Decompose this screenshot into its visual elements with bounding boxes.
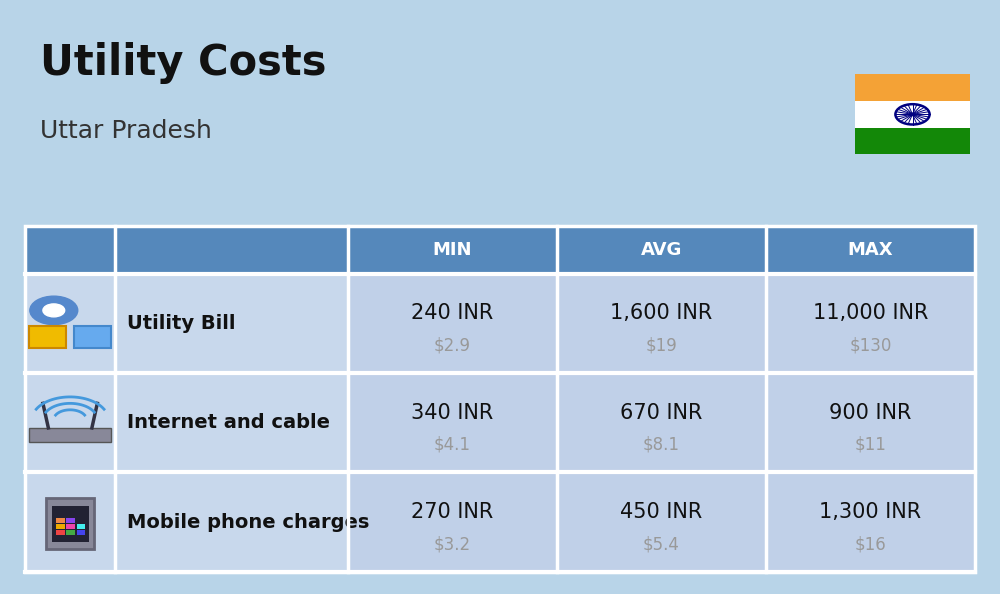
Text: $4.1: $4.1 [434,435,471,454]
Text: 240 INR: 240 INR [411,304,494,323]
Bar [25,274,348,373]
Text: 270 INR: 270 INR [411,503,494,522]
Bar [66,530,75,535]
Text: MAX: MAX [848,241,893,258]
Text: 670 INR: 670 INR [620,403,703,423]
Text: Utility Costs: Utility Costs [40,42,326,84]
Text: $19: $19 [646,336,677,354]
Text: 450 INR: 450 INR [620,503,703,522]
Text: $5.4: $5.4 [643,535,680,553]
Circle shape [910,113,915,116]
Text: Internet and cable: Internet and cable [127,413,330,432]
Bar [56,524,65,529]
Bar [348,472,975,572]
Bar [25,472,348,572]
Bar [855,74,970,101]
Text: 900 INR: 900 INR [829,403,912,423]
Text: AVG: AVG [641,241,682,258]
Text: $11: $11 [855,435,886,454]
Bar [56,530,65,535]
Text: $2.9: $2.9 [434,336,471,354]
Bar [348,373,975,472]
Circle shape [30,296,78,324]
Bar [77,524,85,529]
Bar [77,530,85,535]
Bar [56,517,65,523]
Bar [66,524,75,529]
Text: 340 INR: 340 INR [411,403,494,423]
Text: 1,300 INR: 1,300 INR [819,503,922,522]
Bar [25,226,975,274]
Text: 11,000 INR: 11,000 INR [813,304,928,323]
Text: 1,600 INR: 1,600 INR [610,304,713,323]
Bar [74,326,111,348]
Bar [52,506,89,542]
Text: $130: $130 [849,336,892,354]
Bar [25,226,975,572]
Text: $3.2: $3.2 [434,535,471,553]
Text: MIN: MIN [433,241,472,258]
Text: Mobile phone charges: Mobile phone charges [127,513,370,532]
Text: Uttar Pradesh: Uttar Pradesh [40,119,212,143]
Text: $8.1: $8.1 [643,435,680,454]
Bar [66,517,75,523]
Bar [348,274,975,373]
Bar [855,128,970,154]
Bar [46,498,94,549]
Bar [29,428,111,442]
Text: Utility Bill: Utility Bill [127,314,236,333]
Bar [29,326,66,348]
Bar [855,101,970,128]
Bar [25,373,348,472]
Circle shape [43,304,65,317]
Text: $16: $16 [855,535,886,553]
